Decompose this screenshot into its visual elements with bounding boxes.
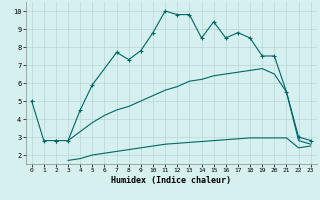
X-axis label: Humidex (Indice chaleur): Humidex (Indice chaleur)	[111, 176, 231, 185]
